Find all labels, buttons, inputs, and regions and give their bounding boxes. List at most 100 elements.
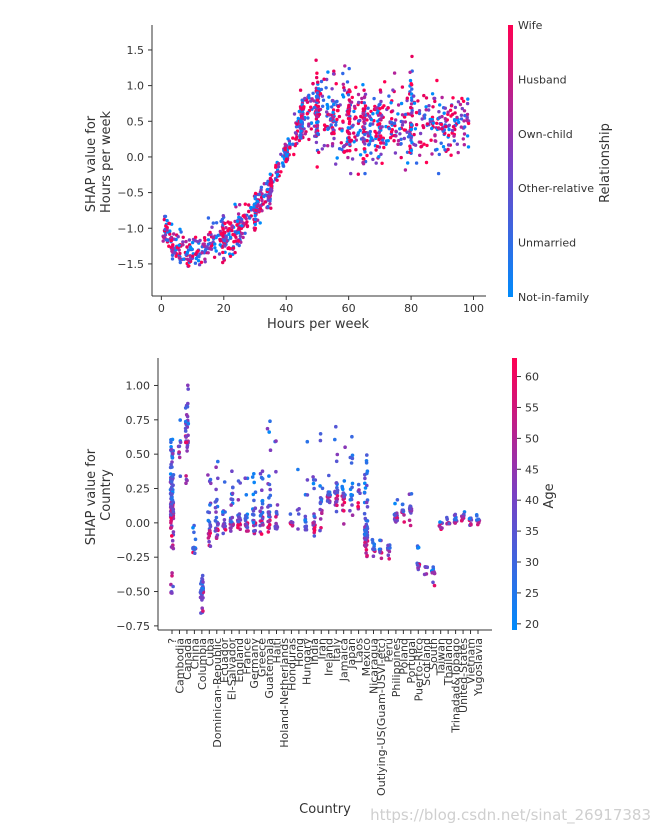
- y-ticks: −1.5 −1.0 −0.5 0.0 0.5 1.0 1.5: [117, 44, 152, 271]
- data-point: [309, 121, 314, 126]
- data-point: [424, 105, 428, 109]
- data-point: [346, 155, 350, 160]
- data-point: [325, 499, 330, 503]
- colorbar-tick-label: 40: [525, 494, 539, 507]
- data-point: [350, 513, 355, 517]
- data-point: [347, 105, 351, 109]
- data-point: [388, 136, 393, 140]
- data-point: [221, 510, 225, 514]
- data-point: [375, 144, 380, 149]
- y-tick-label: 1.0: [127, 80, 145, 93]
- data-point: [348, 508, 352, 513]
- data-point: [211, 235, 215, 240]
- data-point: [361, 111, 366, 116]
- data-point: [170, 591, 174, 595]
- data-point: [378, 126, 383, 130]
- data-point: [162, 236, 166, 240]
- data-point: [449, 153, 453, 157]
- data-point: [466, 121, 471, 126]
- data-point: [161, 239, 165, 243]
- data-point: [200, 573, 205, 578]
- y-tick-label: −0.50: [116, 586, 150, 599]
- data-point: [362, 511, 367, 516]
- y-tick-label: 0.50: [126, 448, 151, 461]
- data-point: [199, 260, 204, 264]
- data-point: [259, 185, 264, 189]
- x-tick-label: Cambodia: [173, 638, 186, 694]
- data-point: [237, 215, 241, 219]
- data-point: [453, 105, 458, 110]
- data-point: [241, 235, 245, 240]
- data-point: [335, 108, 340, 113]
- data-point: [260, 501, 265, 506]
- data-point: [192, 530, 196, 535]
- data-point: [197, 255, 201, 259]
- data-point: [177, 455, 182, 460]
- data-point: [350, 481, 355, 486]
- data-point: [459, 117, 464, 121]
- data-point: [347, 66, 351, 71]
- data-point: [169, 526, 173, 530]
- data-point: [410, 54, 414, 59]
- data-point: [361, 136, 365, 140]
- data-point: [340, 503, 345, 507]
- data-point: [251, 520, 256, 525]
- x-tick-label: Germany: [248, 638, 261, 689]
- data-point: [364, 529, 368, 534]
- data-point: [382, 145, 386, 150]
- data-point: [216, 522, 220, 526]
- data-point: [172, 232, 176, 236]
- data-point: [359, 114, 363, 119]
- data-point: [326, 126, 330, 130]
- data-point: [364, 548, 369, 552]
- data-point: [275, 178, 279, 182]
- data-point: [300, 98, 304, 102]
- y-axis-label-line2: Country: [99, 469, 114, 521]
- data-point: [400, 113, 405, 117]
- data-point: [379, 141, 383, 145]
- data-point: [266, 187, 270, 192]
- y-tick-label: 0.0: [127, 151, 145, 164]
- data-point: [311, 91, 315, 96]
- data-point: [392, 139, 396, 143]
- data-point: [327, 473, 331, 478]
- data-point: [169, 447, 174, 452]
- x-ticks: 0 20 40 60 80 100: [158, 296, 484, 315]
- data-point: [178, 440, 183, 445]
- data-point: [348, 117, 352, 121]
- data-point: [218, 237, 222, 242]
- data-point: [477, 520, 481, 525]
- data-point: [268, 178, 273, 182]
- data-point: [449, 114, 453, 118]
- data-point: [177, 444, 182, 449]
- data-point: [318, 500, 323, 505]
- data-point: [226, 228, 230, 233]
- data-point: [245, 224, 250, 228]
- data-point: [462, 119, 466, 123]
- data-point: [374, 148, 378, 152]
- colorbar-tick-label: 45: [525, 463, 539, 476]
- data-point: [268, 172, 272, 176]
- data-point: [253, 217, 257, 222]
- data-point: [243, 476, 247, 481]
- data-point: [213, 518, 218, 523]
- data-point: [363, 142, 367, 146]
- data-point: [362, 147, 366, 151]
- data-point: [214, 465, 218, 470]
- data-point: [223, 528, 228, 532]
- data-point: [312, 528, 317, 532]
- data-point: [446, 143, 451, 147]
- data-point: [302, 105, 306, 109]
- data-point: [247, 209, 251, 214]
- x-tick-label: Thailand: [442, 638, 455, 686]
- data-point: [183, 429, 188, 433]
- data-point: [238, 203, 242, 207]
- data-point: [193, 551, 197, 555]
- data-point: [189, 247, 194, 251]
- data-point: [171, 530, 176, 534]
- data-point: [331, 99, 335, 103]
- data-point: [236, 519, 241, 524]
- chart-country: −0.75 −0.50 −0.25 0.00 0.25 0.50 0.75 1.00 ?Cam…: [84, 358, 557, 817]
- data-point: [396, 103, 401, 107]
- data-point: [343, 64, 347, 68]
